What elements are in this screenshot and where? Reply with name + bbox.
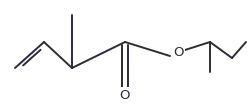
Text: O: O: [173, 46, 183, 58]
Text: O: O: [120, 88, 130, 101]
